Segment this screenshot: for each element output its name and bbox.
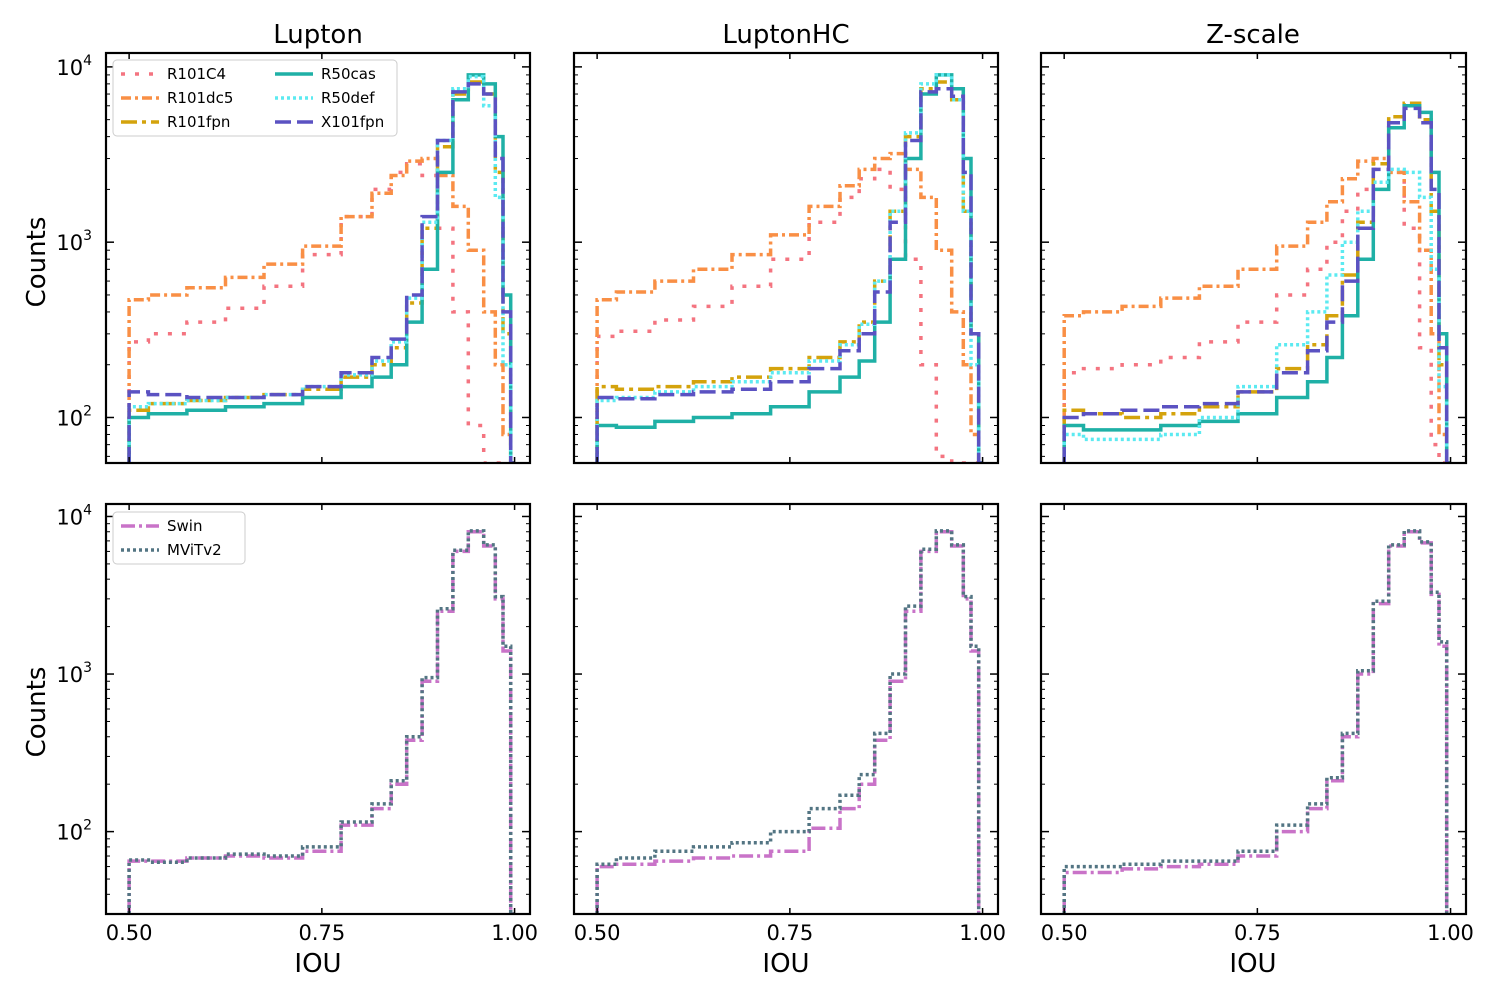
series-line-r101c4 [595, 167, 983, 463]
series-group [595, 73, 983, 463]
legend-label-r50cas: R50cas [321, 65, 376, 83]
xlabel-middle: IOU [762, 949, 809, 979]
series-line-mvitv2 [595, 529, 983, 914]
series-line-r101dc5 [595, 151, 983, 463]
series-line-r101c4 [127, 162, 515, 463]
xlabel-left: IOU [294, 949, 341, 979]
ylabel-bottom: Counts [22, 667, 52, 758]
series-line-r50def [1062, 167, 1451, 463]
series-line-r101c4 [1062, 167, 1451, 463]
panel-top-middle [572, 51, 1000, 465]
x-tick-label: 1.00 [959, 921, 1006, 945]
legend-box [112, 59, 398, 137]
series-group [1062, 101, 1451, 463]
axes-frame [572, 51, 1000, 465]
series-line-mvitv2 [127, 529, 515, 914]
series-group [127, 529, 515, 914]
series-group [127, 73, 515, 463]
series-group [1062, 529, 1451, 914]
x-tick-label: 0.50 [1041, 921, 1088, 945]
panel-bottom-right: 0.50 0.75 1.00 [1039, 502, 1474, 945]
series-line-r50def [595, 73, 983, 463]
legend-bottom: Swin MViTv2 [112, 511, 246, 565]
series-line-r50cas [595, 73, 983, 463]
ylabel-top: Counts [22, 217, 52, 308]
series-line-x101fpn [1062, 106, 1451, 463]
panel-title-lupton: Lupton [273, 20, 363, 50]
legend-label-x101fpn: X101fpn [321, 113, 384, 131]
series-line-mvitv2 [1062, 529, 1451, 914]
x-tick-label: 1.00 [1427, 921, 1474, 945]
series-line-x101fpn [595, 87, 983, 463]
x-tick-label: 0.75 [766, 921, 813, 945]
legend-label-r101c4: R101C4 [167, 65, 226, 83]
series-group [595, 529, 983, 914]
legend-label-r50def: R50def [321, 89, 375, 107]
panel-top-right [1039, 51, 1468, 465]
x-tick-label: 0.50 [106, 921, 153, 945]
x-tick-label: 0.75 [298, 921, 345, 945]
series-line-x101fpn [127, 82, 515, 463]
panel-title-zscale: Z-scale [1206, 20, 1300, 50]
y-tick-label: 102 [56, 403, 92, 430]
legend-label-r101fpn: R101fpn [167, 113, 230, 131]
series-line-r50cas [127, 73, 515, 463]
y-tick-label: 104 [56, 502, 92, 529]
axes-frame [104, 51, 532, 465]
series-line-swin [127, 529, 515, 914]
x-tick-label: 1.00 [491, 921, 538, 945]
y-tick-label: 103 [56, 660, 92, 687]
y-tick-label: 102 [56, 818, 92, 845]
legend-label-swin: Swin [167, 517, 202, 535]
series-line-r101dc5 [127, 156, 515, 463]
x-tick-label: 0.50 [574, 921, 621, 945]
series-line-r101fpn [127, 80, 515, 463]
y-tick-label: 104 [56, 53, 92, 80]
legend-label-mvitv2: MViTv2 [167, 541, 222, 559]
panel-top-left: 102 103 104 [56, 51, 532, 465]
xlabel-right: IOU [1229, 949, 1276, 979]
x-tick-label: 0.75 [1234, 921, 1281, 945]
series-line-r101dc5 [1062, 156, 1451, 463]
series-line-swin [1062, 529, 1451, 914]
axes-frame [1039, 51, 1468, 465]
panel-bottom-left: 0.50 0.75 1.00 102 103 104 [56, 502, 538, 945]
panel-title-luptonhc: LuptonHC [722, 20, 849, 50]
legend-top: R101C4 R101dc5 R101fpn R50cas R50def X101fpn [112, 59, 398, 137]
legend-label-r101dc5: R101dc5 [167, 89, 233, 107]
y-tick-label: 103 [56, 228, 92, 255]
panel-bottom-middle: 0.50 0.75 1.00 [572, 502, 1006, 945]
